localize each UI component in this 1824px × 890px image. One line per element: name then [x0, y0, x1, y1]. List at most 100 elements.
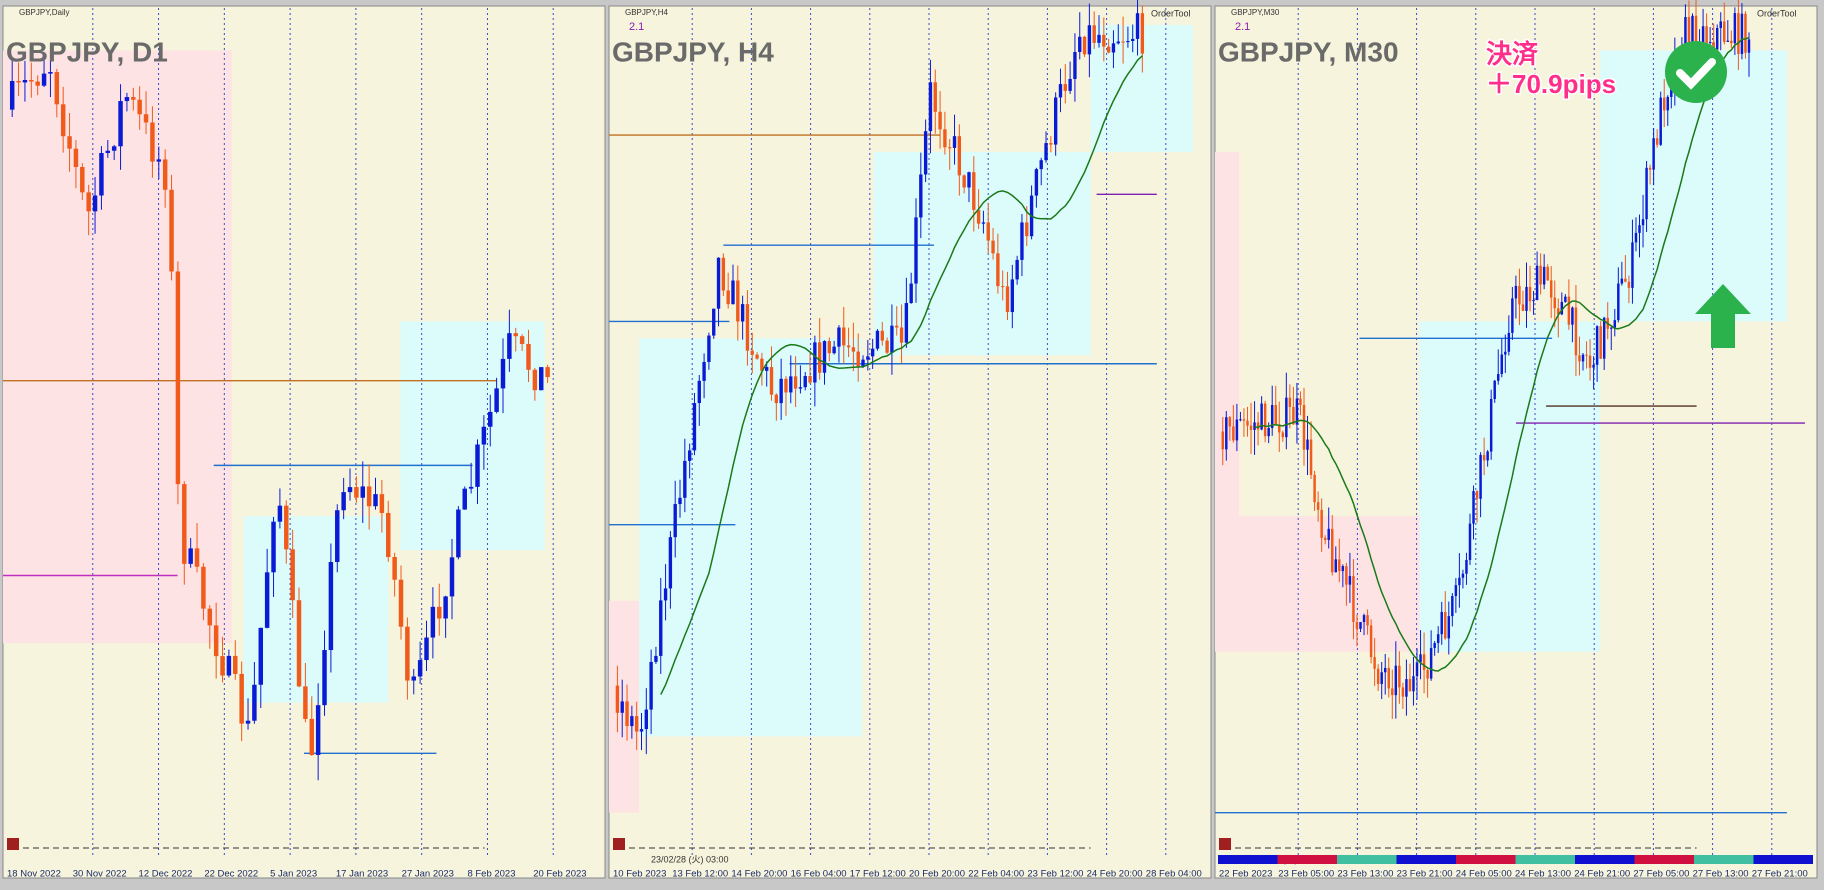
candle-body: [532, 369, 538, 391]
candle-body: [1380, 672, 1383, 685]
candle-body: [1082, 36, 1087, 55]
moving-average: [1254, 36, 1750, 672]
candle-body: [842, 327, 846, 346]
candle-body: [1111, 43, 1116, 53]
candle-body: [1652, 138, 1655, 170]
candle-body: [481, 426, 487, 445]
candle-body: [1585, 354, 1588, 356]
candle-body: [500, 358, 506, 389]
candle-body: [1638, 225, 1641, 233]
x-tick-label: 27 Feb 13:00: [1693, 869, 1749, 880]
check-mark: [1676, 58, 1716, 90]
candle-body: [258, 627, 264, 685]
candle-body: [976, 209, 981, 224]
candle-body: [1087, 25, 1092, 55]
candle-body: [1429, 648, 1433, 679]
candle-body: [398, 579, 404, 627]
candle-body: [760, 358, 764, 371]
candle-body: [885, 340, 889, 353]
candle-body: [991, 240, 995, 254]
candle-body: [539, 367, 544, 391]
candle-body: [1451, 596, 1454, 617]
candle-body: [1624, 278, 1627, 282]
candle-body: [1068, 78, 1072, 91]
candle-body: [687, 450, 692, 461]
session-strip: [1634, 855, 1694, 864]
candle-body: [1546, 266, 1549, 281]
candle-body: [1135, 13, 1140, 39]
x-tick-label: 22 Feb 2023: [1219, 869, 1272, 880]
candle-body: [1320, 509, 1323, 538]
candle-body: [226, 655, 232, 676]
candle-body: [347, 487, 353, 493]
candle-body: [1331, 528, 1334, 573]
candle-body: [1391, 688, 1394, 696]
candle-body: [1102, 34, 1106, 47]
candle-body: [1666, 96, 1670, 111]
candle-body: [1617, 283, 1620, 321]
candle-body: [1267, 428, 1270, 437]
candle-body: [1010, 279, 1015, 313]
candle-body: [1313, 474, 1316, 503]
candle-body: [875, 330, 880, 349]
candle-body: [769, 367, 774, 395]
candle-body: [449, 557, 455, 597]
candle-body: [620, 701, 624, 713]
candle-body: [1518, 285, 1521, 305]
candle-body: [124, 97, 130, 102]
candle-body: [1648, 167, 1652, 170]
candle-body: [303, 686, 308, 719]
candle-body: [277, 505, 283, 522]
candle-body: [1274, 405, 1277, 425]
candle-body: [1058, 84, 1063, 98]
candle-body: [1242, 419, 1246, 421]
candle-body: [1376, 668, 1380, 685]
candle-body: [1140, 13, 1145, 54]
candle-body: [443, 596, 448, 619]
candle-body: [895, 325, 899, 328]
candle-body: [430, 606, 436, 638]
candle-body: [1092, 25, 1096, 43]
candle-body: [137, 99, 142, 115]
candle-body: [803, 375, 807, 388]
x-tick-label: 12 Dec 2022: [139, 869, 193, 880]
candle-body: [1025, 222, 1029, 237]
candle-body: [105, 150, 111, 154]
candle-body: [41, 73, 47, 86]
candle-body: [808, 375, 812, 383]
candle-body: [856, 351, 860, 367]
candle-body: [1253, 422, 1256, 430]
candle-body: [379, 494, 385, 513]
candle-body: [322, 650, 327, 706]
candle-body: [654, 655, 658, 662]
candle-body: [1610, 327, 1613, 329]
session-strip: [1575, 855, 1635, 864]
candle-body: [1225, 417, 1228, 450]
candle-body: [1015, 259, 1019, 280]
candle-body: [1044, 143, 1048, 161]
candle-body: [1726, 40, 1730, 42]
candle-body: [1323, 537, 1327, 540]
candle-body: [233, 655, 238, 674]
candle-body: [1285, 397, 1288, 438]
candle-body: [851, 347, 856, 352]
candle-body: [284, 505, 289, 550]
candle-body: [1730, 40, 1733, 44]
panel-title: GBPJPY, M30: [1218, 36, 1399, 67]
candle-body: [437, 606, 442, 619]
candle-body: [1260, 403, 1263, 430]
x-tick-label: 27 Feb 05:00: [1633, 869, 1689, 880]
candle-body: [1341, 566, 1345, 572]
candle-body: [1316, 502, 1320, 510]
candle-body: [1288, 397, 1292, 407]
panel-button: [613, 838, 625, 850]
x-tick-label: 23 Feb 12:00: [1027, 869, 1083, 880]
x-tick-label: 18 Nov 2022: [7, 869, 61, 880]
candle-body: [928, 82, 933, 132]
candle-body: [1694, 15, 1698, 52]
symbol-tag: GBPJPY,Daily: [19, 8, 70, 17]
candle-body: [615, 685, 620, 713]
candle-body: [1412, 676, 1415, 692]
candle-body: [837, 327, 841, 347]
candle-body: [1458, 577, 1461, 586]
